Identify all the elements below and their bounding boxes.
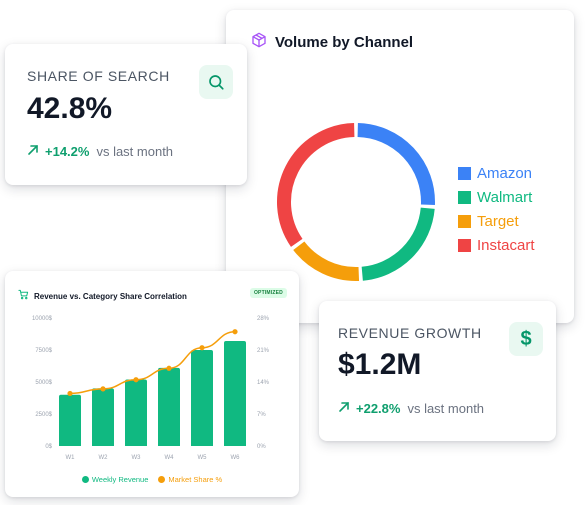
revenue-bar-w5 xyxy=(191,350,213,446)
kpi-value: $1.2M xyxy=(338,348,422,381)
legend-swatch xyxy=(458,190,471,204)
y-right-tick-label: 21% xyxy=(257,348,270,354)
change-value: +22.8% xyxy=(356,401,401,416)
y-right-tick-label: 0% xyxy=(257,444,266,450)
y-left-tick-label: 2500$ xyxy=(35,412,52,418)
box-icon xyxy=(251,32,267,53)
trend-up-icon xyxy=(338,401,350,416)
legend-item: Market Share % xyxy=(158,475,222,484)
revenue-chart-header: Revenue vs. Category Share Correlation xyxy=(18,287,187,305)
legend-label: Walmart xyxy=(477,188,533,206)
revenue-bar-w3 xyxy=(125,379,147,446)
legend-item-instacart: Instacart xyxy=(458,233,535,257)
legend-item-walmart: Walmart xyxy=(458,185,535,209)
dollar-icon: $ xyxy=(509,322,543,356)
legend-dot xyxy=(158,476,166,483)
legend-swatch xyxy=(458,214,471,228)
legend-label: Target xyxy=(477,212,519,230)
kpi-label: SHARE OF SEARCH xyxy=(27,68,170,84)
x-tick-label: W3 xyxy=(132,455,142,461)
x-tick-label: W6 xyxy=(231,455,241,461)
legend-item-amazon: Amazon xyxy=(458,161,535,185)
legend-label: Instacart xyxy=(477,236,535,254)
y-right-tick-label: 14% xyxy=(257,380,270,386)
optimized-badge: OPTIMIZED xyxy=(249,288,287,298)
y-left-tick-label: 7500$ xyxy=(35,348,52,354)
trend-up-icon xyxy=(27,144,39,159)
donut-slice-amazon xyxy=(357,123,435,206)
revenue-chart: 0$ 2500$ 5000$ 7500$ 10000$ 0% 7% 14% 21% 28% W1 W2… xyxy=(32,316,270,461)
x-tick-label: W1 xyxy=(66,455,76,461)
market-share-point-w2 xyxy=(100,386,106,392)
legend-item-target: Target xyxy=(458,209,535,233)
market-share-point-w5 xyxy=(199,345,205,351)
revenue-growth-card: REVENUE GROWTH $1.2M $ +22.8% vs last mo… xyxy=(319,301,556,441)
legend-label: Amazon xyxy=(477,164,533,182)
revenue-chart-legend: Weekly Revenue Market Share % xyxy=(5,475,299,484)
y-left-tick-label: 0$ xyxy=(45,444,52,450)
legend-swatch xyxy=(458,166,471,180)
donut-slice-instacart xyxy=(277,123,355,247)
market-share-line xyxy=(69,330,236,395)
x-tick-label: W2 xyxy=(99,455,109,461)
kpi-change: +14.2% vs last month xyxy=(27,144,173,159)
volume-title: Volume by Channel xyxy=(275,34,414,51)
revenue-bar-w2 xyxy=(92,388,114,446)
kpi-value: 42.8% xyxy=(27,92,113,125)
change-caption: vs last month xyxy=(96,144,174,159)
revenue-bar-w4 xyxy=(158,367,180,446)
x-tick-label: W5 xyxy=(198,455,208,461)
volume-legend: Amazon Walmart Target Instacart xyxy=(458,161,535,257)
revenue-chart-title: Revenue vs. Category Share Correlation xyxy=(34,291,187,301)
legend-item: Weekly Revenue xyxy=(81,475,149,484)
revenue-bar-w1 xyxy=(59,394,81,446)
legend-dot xyxy=(81,476,89,483)
kpi-change: +22.8% vs last month xyxy=(338,401,484,416)
donut-slice-target xyxy=(293,241,360,281)
market-share-point-w6 xyxy=(232,329,238,335)
legend-label: Market Share % xyxy=(168,475,223,484)
y-right-tick-label: 7% xyxy=(257,412,266,418)
market-share-point-w3 xyxy=(133,377,139,383)
volume-donut-chart xyxy=(277,123,435,281)
volume-header: Volume by Channel xyxy=(251,32,413,53)
y-right-tick-label: 28% xyxy=(257,316,270,322)
kpi-label: REVENUE GROWTH xyxy=(338,325,482,341)
legend-swatch xyxy=(458,238,471,252)
cart-icon xyxy=(18,287,29,305)
donut-slice-walmart xyxy=(361,207,435,281)
market-share-point-w4 xyxy=(166,365,172,371)
revenue-correlation-card: 0$ 2500$ 5000$ 7500$ 10000$ 0% 7% 14% 21% 28% W1 W2… xyxy=(5,271,299,497)
volume-by-channel-card: Volume by Channel Amazon Walmart Target Ins… xyxy=(226,10,574,323)
y-left-tick-label: 10000$ xyxy=(32,316,53,322)
x-tick-label: W4 xyxy=(165,455,175,461)
market-share-point-w1 xyxy=(67,390,73,397)
search-icon xyxy=(199,65,233,99)
share-of-search-card: SHARE OF SEARCH 42.8% +14.2% vs last mon… xyxy=(5,44,247,185)
legend-label: Weekly Revenue xyxy=(91,475,149,484)
change-caption: vs last month xyxy=(407,401,485,416)
revenue-bar-w6 xyxy=(224,341,246,446)
y-left-tick-label: 5000$ xyxy=(35,380,52,386)
change-value: +14.2% xyxy=(45,144,90,159)
